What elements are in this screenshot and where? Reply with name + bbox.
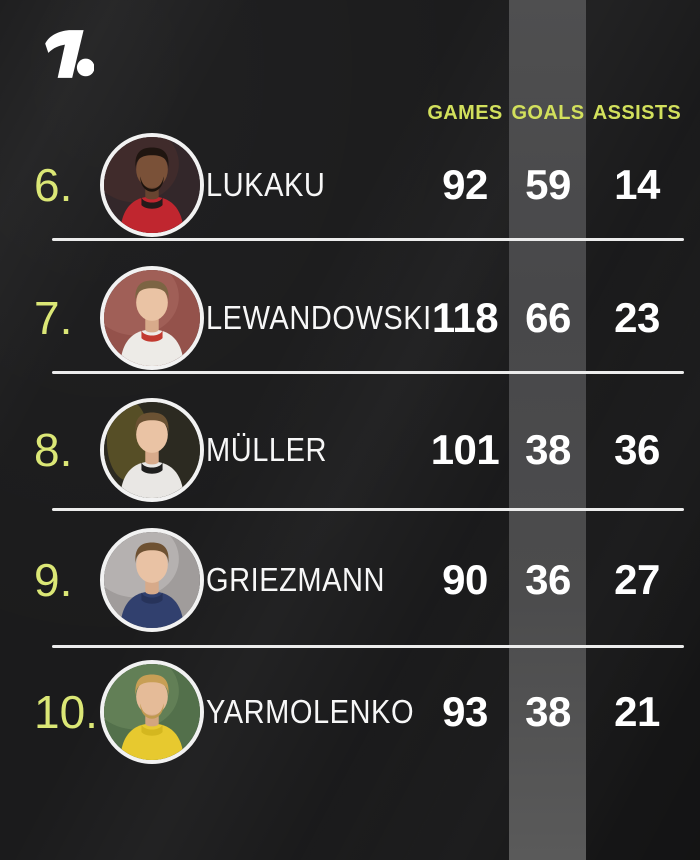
column-header-assists: ASSISTS [592,102,682,124]
player-name: LEWANDOWSKI [206,299,432,336]
stat-games: 92 [442,161,488,208]
player-row-muller: 8. MÜLLER 101 38 36 [0,395,700,505]
stat-goals: 59 [525,161,571,208]
stat-assists: 21 [614,688,660,735]
row-divider [52,645,684,648]
stat-goals: 38 [525,426,571,473]
stat-games: 101 [430,426,500,473]
player-avatar-muller [100,398,204,502]
column-header-games: GAMES [427,102,503,124]
row-divider [52,371,684,374]
rank-label: 9. [34,554,73,606]
player-avatar-lukaku [100,133,204,237]
player-avatar-yarmolenko [100,660,204,764]
column-header-goals: GOALS [511,102,585,124]
rank-label: 7. [34,292,73,344]
stat-games: 118 [431,294,499,341]
player-name: LUKAKU [206,166,326,203]
player-row-lukaku: 6. LUKAKU 92 59 14 [0,130,700,240]
rank-label: 8. [34,424,73,476]
onefootball-logo-icon [40,28,95,82]
stat-assists: 14 [614,161,660,208]
player-row-yarmolenko: 10. YARMOLENKO 93 38 21 [0,657,700,767]
player-name: YARMOLENKO [206,693,415,730]
row-divider [52,238,684,241]
stat-goals: 66 [525,294,571,341]
goals-column-highlight-stripe [509,0,586,860]
stat-assists: 23 [614,294,660,341]
stat-games: 93 [442,688,488,735]
stat-goals: 38 [525,688,571,735]
stat-goals: 36 [525,556,571,603]
rank-label: 10. [34,686,98,738]
player-name: MÜLLER [206,431,327,468]
row-divider [52,508,684,511]
player-avatar-griezmann [100,528,204,632]
stat-assists: 27 [614,556,660,603]
rank-label: 6. [34,159,73,211]
player-avatar-lewandowski [100,266,204,370]
player-row-lewandowski: 7. LEWANDOWSKI 118 66 23 [0,263,700,373]
player-row-griezmann: 9. GRIEZMANN 90 36 27 [0,525,700,635]
stat-assists: 36 [614,426,660,473]
player-name: GRIEZMANN [206,561,385,598]
stat-games: 90 [442,556,488,603]
